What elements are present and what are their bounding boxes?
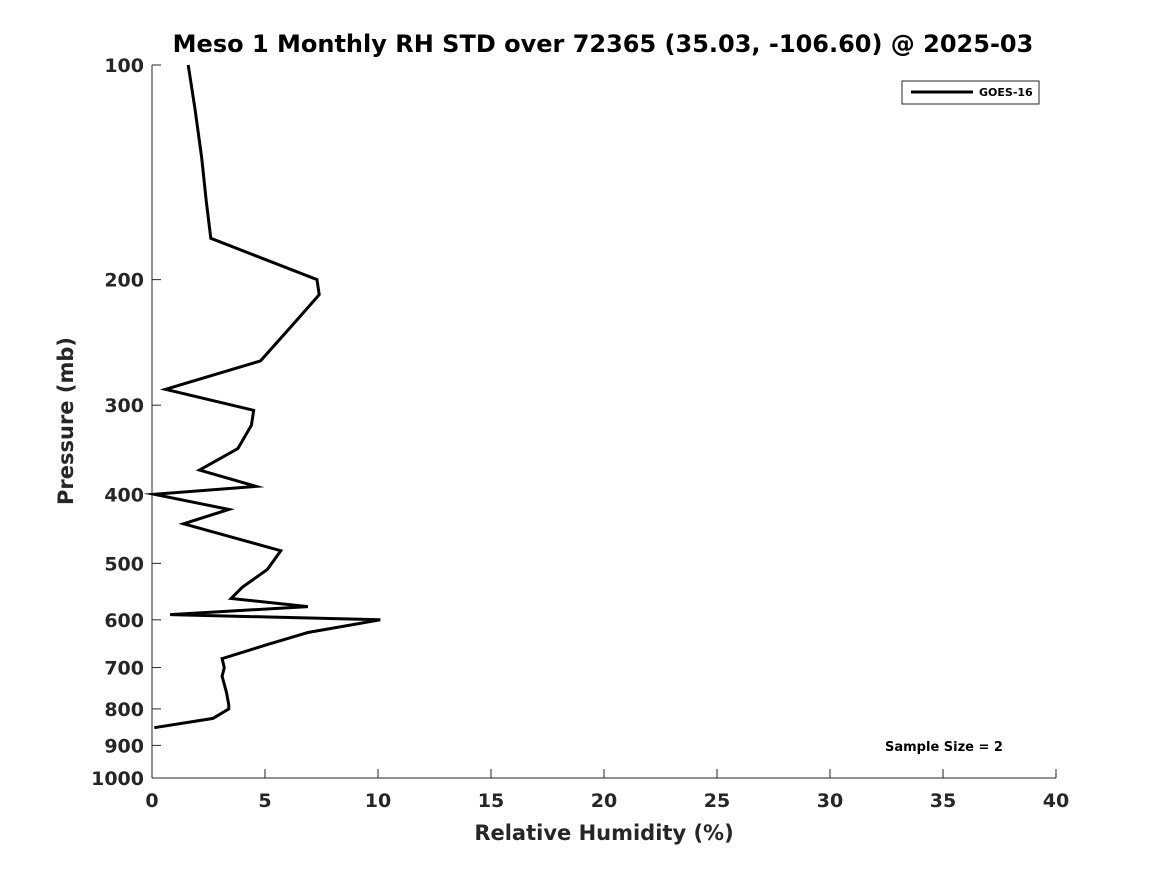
y-tick-label: 500: [104, 553, 144, 575]
y-tick-label: 800: [104, 699, 144, 721]
x-tick-label: 5: [258, 790, 271, 812]
y-tick-label: 400: [104, 484, 144, 506]
x-axis-ticks: 0 5 10 15 20 25 30 35 40: [145, 769, 1069, 812]
x-axis-title: Relative Humidity (%): [474, 821, 733, 845]
y-axis-ticks: 100 200 300 400 500 600 700 800 900 1000: [91, 55, 161, 790]
x-tick-label: 40: [1043, 790, 1069, 812]
x-tick-label: 35: [930, 790, 956, 812]
x-tick-label: 0: [145, 790, 158, 812]
x-tick-label: 30: [817, 790, 843, 812]
x-tick-label: 20: [591, 790, 617, 812]
y-tick-label: 100: [104, 55, 144, 77]
chart-title: Meso 1 Monthly RH STD over 72365 (35.03,…: [173, 30, 1034, 58]
y-tick-label: 600: [104, 610, 144, 632]
legend: GOES-16: [901, 80, 1040, 105]
y-tick-label: 300: [104, 395, 144, 417]
sample-size-annotation: Sample Size = 2: [885, 740, 1003, 755]
series-line-goes-16: [143, 64, 381, 730]
x-tick-label: 25: [704, 790, 730, 812]
y-tick-label: 1000: [91, 768, 144, 790]
axes: [151, 65, 1056, 779]
legend-label-goes-16: GOES-16: [979, 86, 1033, 99]
y-tick-label: 900: [104, 735, 144, 757]
x-tick-label: 15: [478, 790, 504, 812]
x-tick-label: 10: [365, 790, 391, 812]
series-group: [143, 64, 381, 730]
y-tick-label: 200: [104, 270, 144, 292]
y-tick-label: 700: [104, 658, 144, 680]
y-axis-title: Pressure (mb): [54, 337, 78, 505]
